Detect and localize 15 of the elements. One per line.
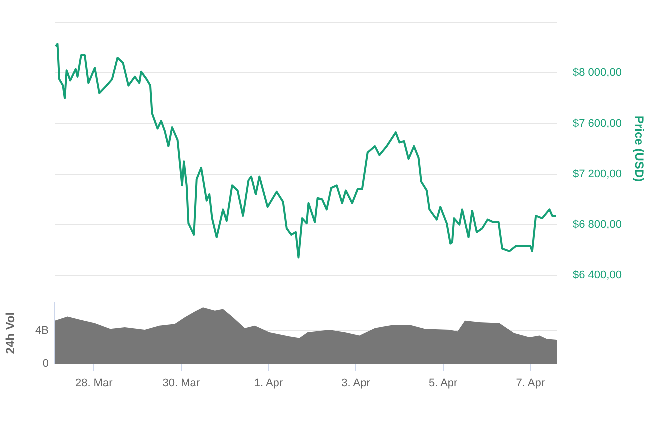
y2-axis-title: Price (USD) — [632, 116, 646, 182]
x-tick-label: 7. Apr — [516, 378, 546, 390]
x-tick-label: 3. Apr — [342, 378, 371, 390]
y-tick-label: 4B — [36, 324, 49, 337]
y2-tick-label: $7 600,00 — [573, 118, 622, 130]
x-tick-label: 30. Mar — [162, 378, 200, 390]
y2-tick-label: $6 800,00 — [573, 218, 622, 231]
y2-tick-label: $6 400,00 — [573, 269, 622, 282]
x-tick-label: 5. Apr — [428, 378, 458, 390]
y2-tick-label: $8 000,00 — [573, 67, 622, 80]
y-tick-label: 0 — [42, 358, 49, 370]
x-tick-label: 1. Apr — [254, 378, 284, 390]
y2-tick-label: $7 200,00 — [573, 168, 622, 180]
y-axis-title: 24h Vol — [4, 312, 18, 354]
x-tick-label: 28. Mar — [75, 378, 114, 390]
